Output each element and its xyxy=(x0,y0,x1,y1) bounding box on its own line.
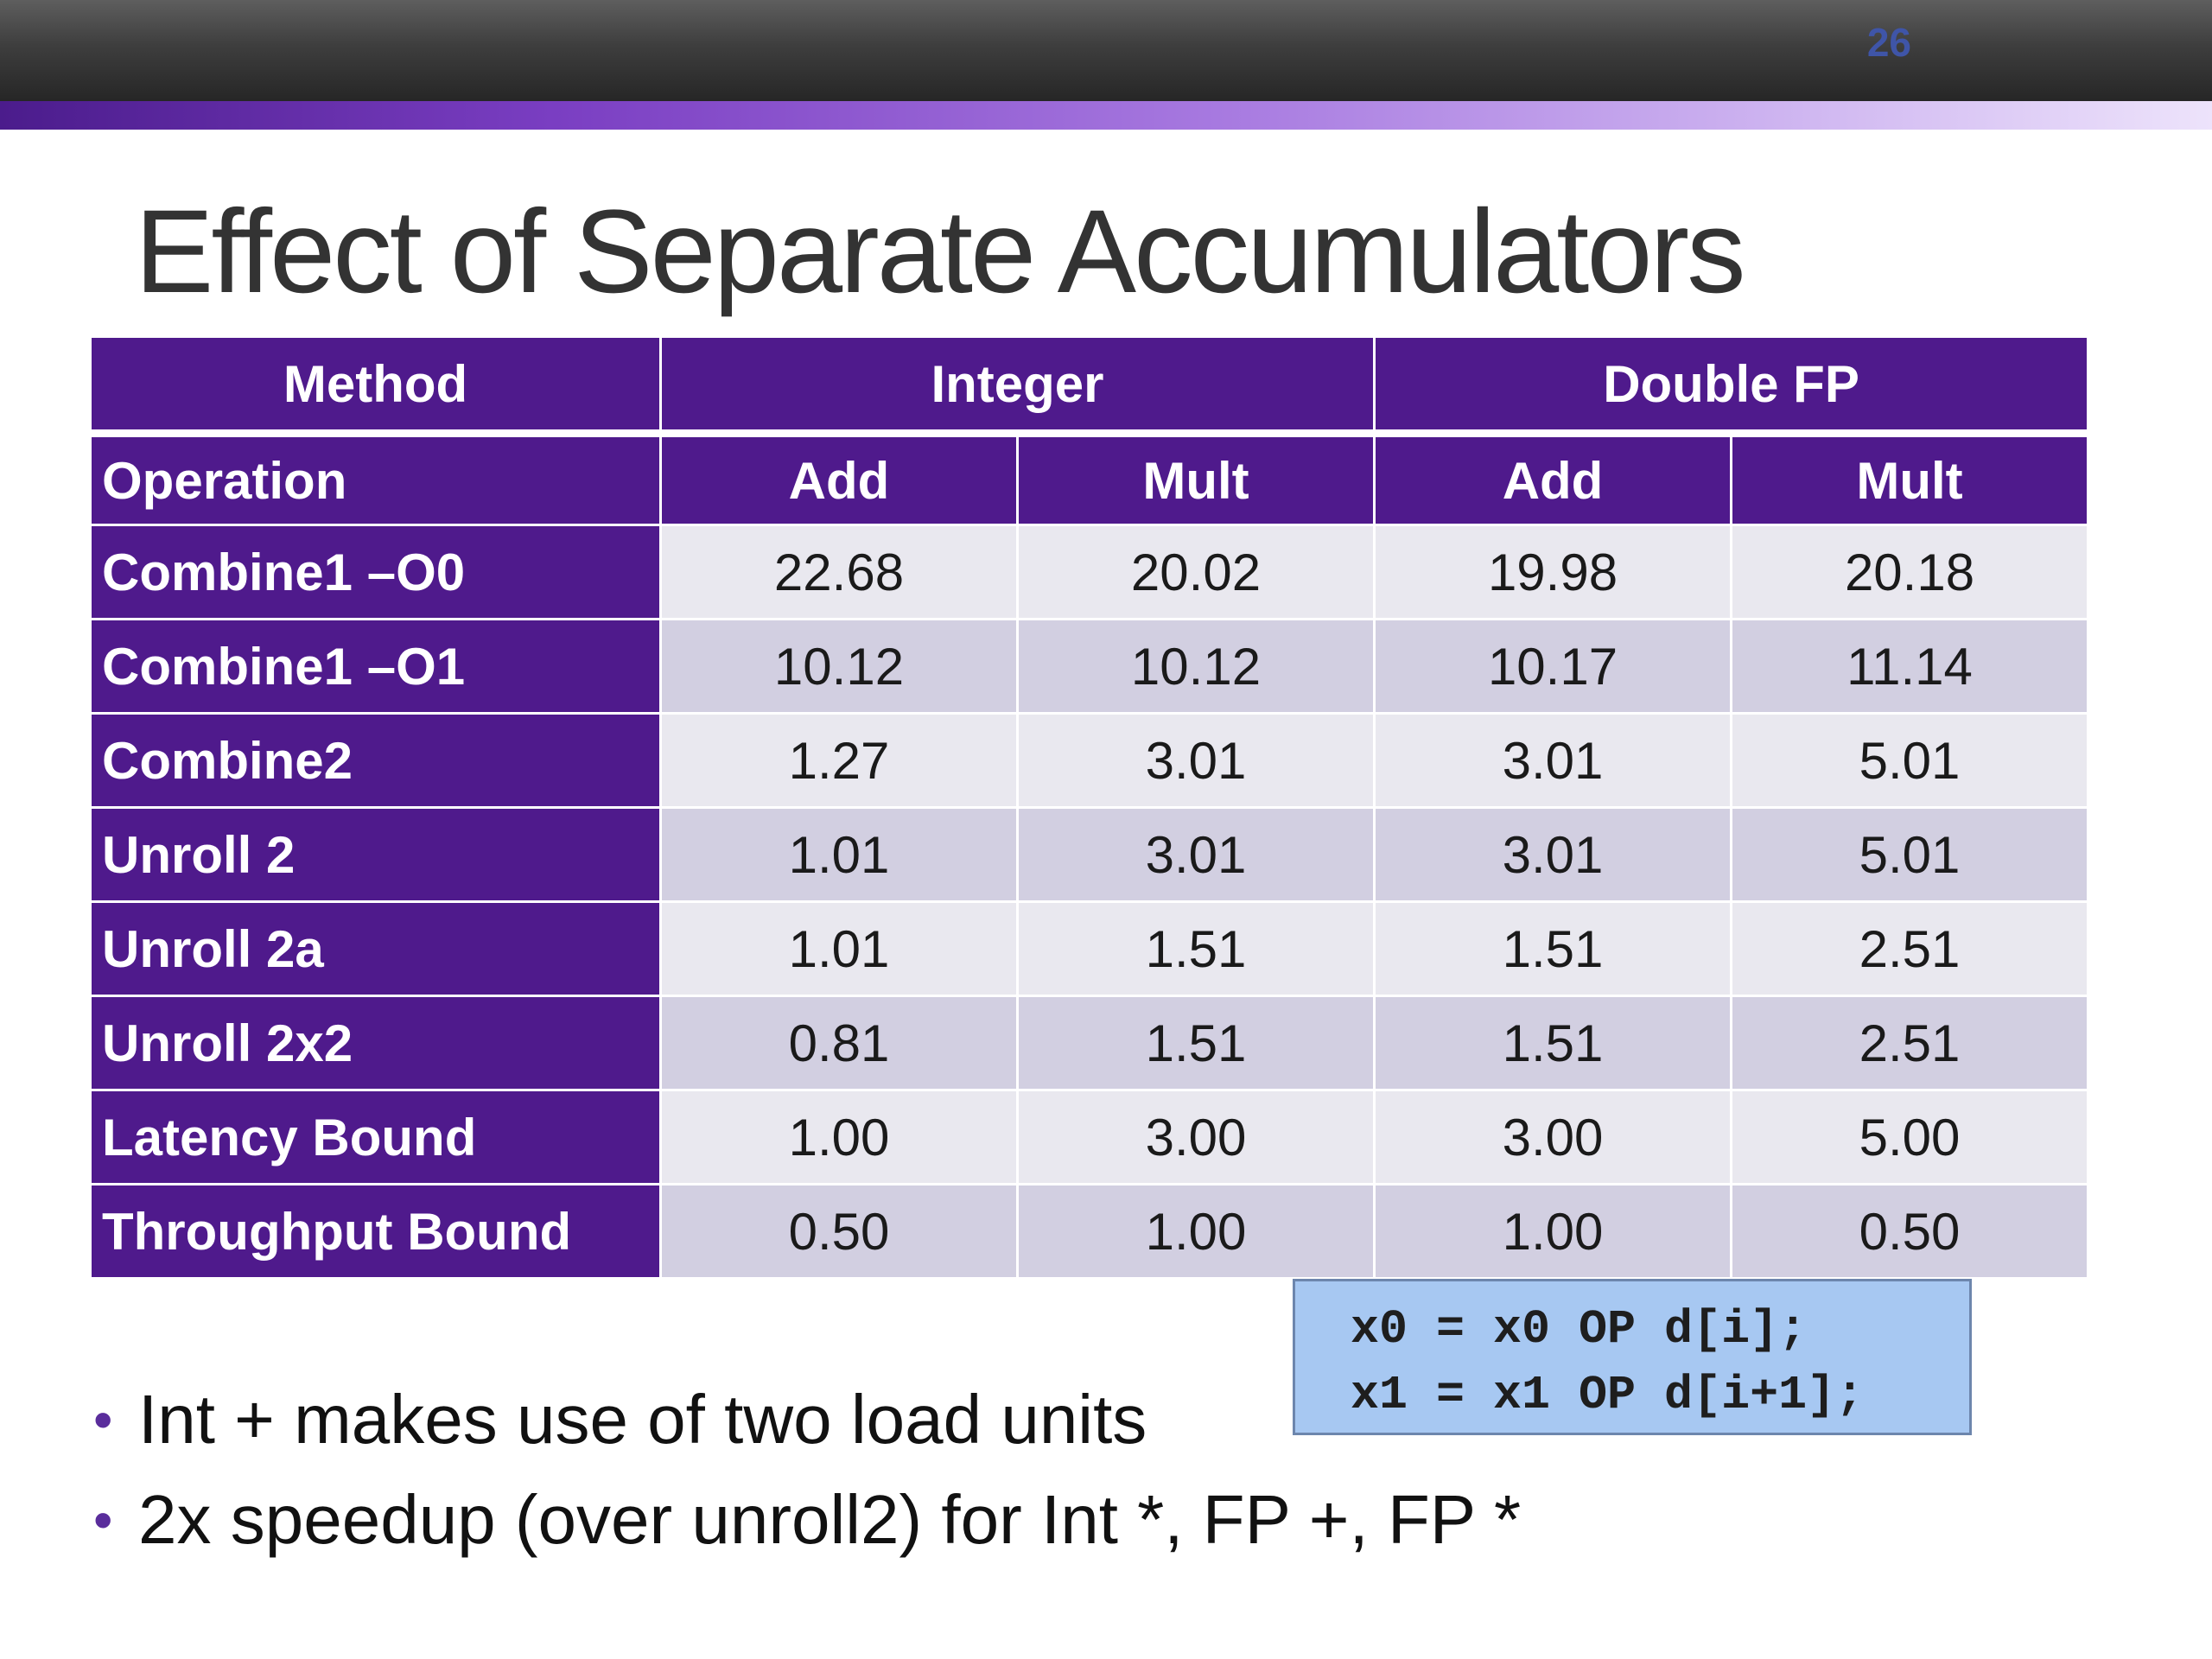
cell-fp-add: 1.51 xyxy=(1376,997,1731,1089)
row-method-label: Unroll 2 xyxy=(92,809,659,900)
table-row: Combine1 –O1 10.12 10.12 10.17 11.14 xyxy=(92,620,2088,712)
bullet-item: • 2x speedup (over unroll2) for Int *, F… xyxy=(90,1470,1521,1570)
code-snippet-box: x0 = x0 OP d[i]; x1 = x1 OP d[i+1]; xyxy=(1293,1279,1972,1435)
row-method-label: Throughput Bound xyxy=(92,1185,659,1277)
results-table: Method Integer Double FP Operation Add M… xyxy=(89,335,2089,1280)
bullet-item: • Int + makes use of two load units xyxy=(90,1370,1521,1470)
row-method-label: Unroll 2a xyxy=(92,903,659,995)
header-int-mult: Mult xyxy=(1019,432,1374,524)
code-line: x0 = x0 OP d[i]; xyxy=(1351,1302,1808,1357)
bullet-text: 2x speedup (over unroll2) for Int *, FP … xyxy=(138,1481,1522,1558)
cell-fp-add: 3.00 xyxy=(1376,1091,1731,1183)
row-method-label: Combine1 –O1 xyxy=(92,620,659,712)
cell-int-mult: 10.12 xyxy=(1019,620,1374,712)
results-table-wrapper: Method Integer Double FP Operation Add M… xyxy=(92,338,2088,1280)
cell-fp-add: 10.17 xyxy=(1376,620,1731,712)
table-row: Unroll 2 1.01 3.01 3.01 5.01 xyxy=(92,809,2088,900)
group-header-row: Method Integer Double FP xyxy=(92,338,2088,429)
header-fp-mult: Mult xyxy=(1732,432,2088,524)
cell-int-mult: 3.01 xyxy=(1019,809,1374,900)
bullet-text: Int + makes use of two load units xyxy=(138,1381,1147,1458)
header-fp-add: Add xyxy=(1376,432,1731,524)
sub-header-row: Operation Add Mult Add Mult xyxy=(92,432,2088,524)
cell-fp-mult: 5.01 xyxy=(1732,809,2088,900)
cell-fp-add: 1.00 xyxy=(1376,1185,1731,1277)
cell-fp-mult: 5.01 xyxy=(1732,715,2088,806)
cell-fp-mult: 2.51 xyxy=(1732,903,2088,995)
row-method-label: Latency Bound xyxy=(92,1091,659,1183)
cell-fp-add: 3.01 xyxy=(1376,715,1731,806)
header-double-fp: Double FP xyxy=(1376,338,2088,429)
cell-fp-add: 1.51 xyxy=(1376,903,1731,995)
header-operation: Operation xyxy=(92,432,659,524)
cell-int-add: 0.81 xyxy=(662,997,1016,1089)
bullet-dot-icon: • xyxy=(93,1389,113,1451)
cell-fp-mult: 0.50 xyxy=(1732,1185,2088,1277)
accent-stripe xyxy=(0,101,2212,130)
row-method-label: Combine1 –O0 xyxy=(92,526,659,618)
cell-int-mult: 1.51 xyxy=(1019,997,1374,1089)
header-method: Method xyxy=(92,338,659,429)
top-bar: 26 xyxy=(0,0,2212,101)
bullet-list: • Int + makes use of two load units • 2x… xyxy=(90,1370,1521,1570)
header-integer: Integer xyxy=(662,338,1374,429)
cell-fp-mult: 11.14 xyxy=(1732,620,2088,712)
cell-fp-add: 19.98 xyxy=(1376,526,1731,618)
cell-int-add: 1.01 xyxy=(662,903,1016,995)
cell-int-mult: 20.02 xyxy=(1019,526,1374,618)
row-method-label: Unroll 2x2 xyxy=(92,997,659,1089)
cell-int-add: 22.68 xyxy=(662,526,1016,618)
bullet-dot-icon: • xyxy=(93,1489,113,1551)
cell-int-mult: 1.00 xyxy=(1019,1185,1374,1277)
cell-int-add: 10.12 xyxy=(662,620,1016,712)
cell-int-mult: 1.51 xyxy=(1019,903,1374,995)
row-method-label: Combine2 xyxy=(92,715,659,806)
cell-int-add: 1.01 xyxy=(662,809,1016,900)
cell-fp-mult: 20.18 xyxy=(1732,526,2088,618)
cell-int-mult: 3.00 xyxy=(1019,1091,1374,1183)
table-row: Latency Bound 1.00 3.00 3.00 5.00 xyxy=(92,1091,2088,1183)
cell-fp-mult: 2.51 xyxy=(1732,997,2088,1089)
table-row: Unroll 2x2 0.81 1.51 1.51 2.51 xyxy=(92,997,2088,1089)
slide-title: Effect of Separate Accumulators xyxy=(135,186,1746,318)
code-line: x1 = x1 OP d[i+1]; xyxy=(1351,1368,1865,1422)
table-row: Throughput Bound 0.50 1.00 1.00 0.50 xyxy=(92,1185,2088,1277)
table-row: Combine2 1.27 3.01 3.01 5.01 xyxy=(92,715,2088,806)
cell-int-add: 0.50 xyxy=(662,1185,1016,1277)
page-number: 26 xyxy=(1866,20,1911,65)
cell-int-add: 1.00 xyxy=(662,1091,1016,1183)
cell-fp-add: 3.01 xyxy=(1376,809,1731,900)
header-int-add: Add xyxy=(662,432,1016,524)
cell-int-add: 1.27 xyxy=(662,715,1016,806)
table-row: Unroll 2a 1.01 1.51 1.51 2.51 xyxy=(92,903,2088,995)
table-row: Combine1 –O0 22.68 20.02 19.98 20.18 xyxy=(92,526,2088,618)
cell-int-mult: 3.01 xyxy=(1019,715,1374,806)
cell-fp-mult: 5.00 xyxy=(1732,1091,2088,1183)
